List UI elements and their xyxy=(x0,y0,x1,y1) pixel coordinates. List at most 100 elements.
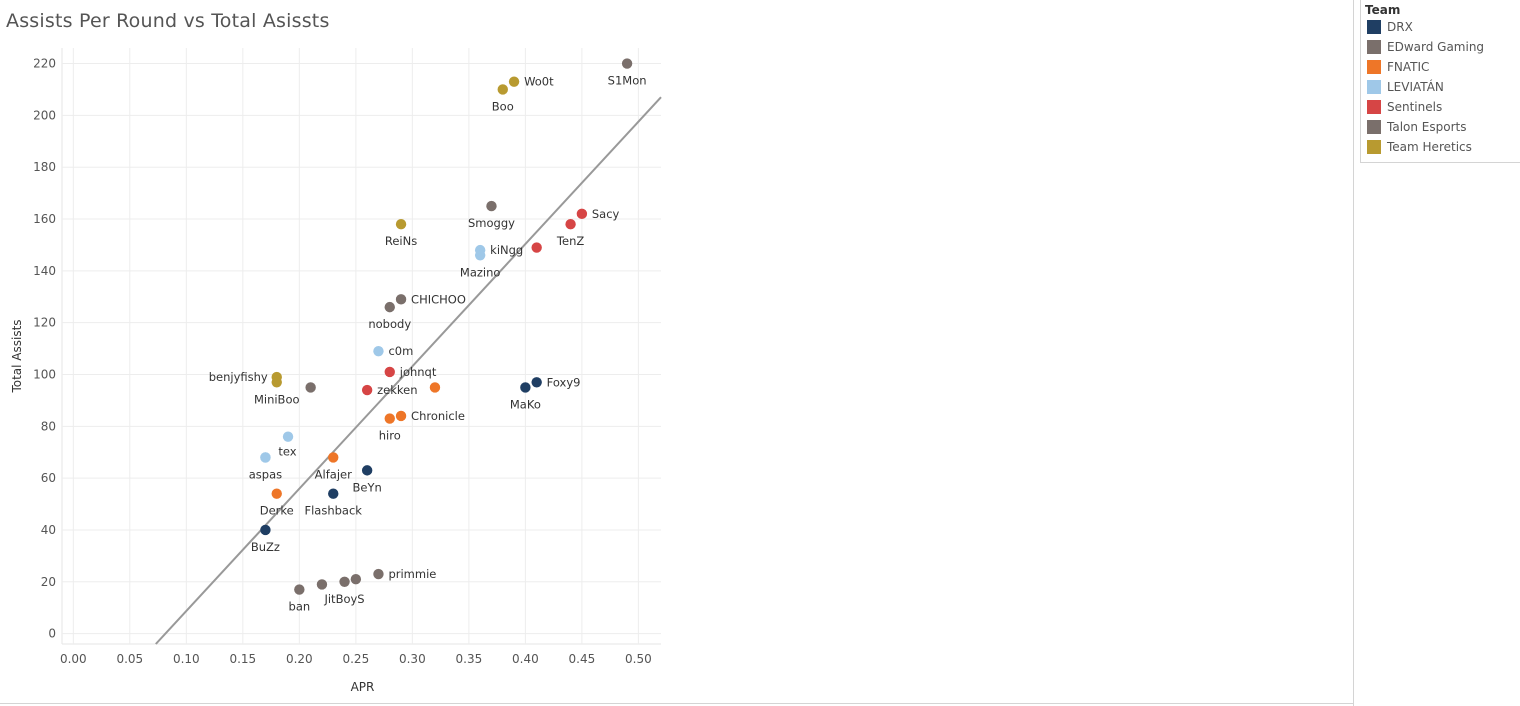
data-point[interactable] xyxy=(350,574,362,585)
point-label: primmie xyxy=(388,567,436,581)
point-label: S1Mon xyxy=(608,74,647,88)
y-tick-label: 0 xyxy=(48,627,56,641)
y-tick-label: 20 xyxy=(41,575,56,589)
y-axis-label: Total Assists xyxy=(10,319,24,393)
legend-swatch xyxy=(1367,100,1381,114)
legend-title: Team xyxy=(1365,3,1401,17)
x-tick-label: 0.10 xyxy=(173,652,200,666)
data-point[interactable] xyxy=(271,488,282,499)
data-point[interactable] xyxy=(305,382,316,393)
data-point[interactable] xyxy=(621,58,633,69)
data-point[interactable] xyxy=(339,576,350,588)
trend-line-group xyxy=(155,96,662,645)
x-axis-label: APR xyxy=(351,680,375,694)
data-point[interactable] xyxy=(271,377,282,388)
point-label: Flashback xyxy=(305,504,363,518)
y-tick-label: 160 xyxy=(33,212,56,226)
point-label: ban xyxy=(289,600,311,614)
legend-item[interactable]: Team Heretics xyxy=(1361,137,1520,157)
data-point[interactable] xyxy=(260,524,271,536)
x-tick-label: 0.25 xyxy=(342,652,369,666)
x-tick-label: 0.40 xyxy=(512,652,539,666)
point-label: Smoggy xyxy=(468,216,515,230)
point-label: Alfajer xyxy=(315,467,352,481)
y-tick-label: 60 xyxy=(41,471,56,485)
data-point[interactable] xyxy=(565,219,576,230)
data-point[interactable] xyxy=(282,431,294,442)
data-point[interactable] xyxy=(384,301,395,313)
legend-swatch xyxy=(1367,80,1381,94)
data-point[interactable] xyxy=(474,250,486,261)
point-label: Derke xyxy=(260,504,294,518)
legend-item[interactable]: Talon Esports xyxy=(1361,117,1520,137)
data-point[interactable] xyxy=(395,219,407,230)
data-point[interactable] xyxy=(395,410,407,422)
data-point[interactable] xyxy=(531,377,542,388)
legend-label: DRX xyxy=(1387,20,1413,34)
legend-swatch xyxy=(1367,40,1381,54)
data-point[interactable] xyxy=(395,294,407,305)
x-tick-label: 0.45 xyxy=(569,652,596,666)
point-label: c0m xyxy=(388,344,413,358)
point-label: kiNgg xyxy=(490,243,523,257)
point-label: aspas xyxy=(249,467,282,481)
data-point[interactable] xyxy=(531,242,542,253)
legend-item[interactable]: FNATIC xyxy=(1361,57,1520,77)
panel-divider xyxy=(1353,0,1354,706)
data-point[interactable] xyxy=(373,345,384,357)
point-label: MaKo xyxy=(510,397,541,411)
data-point[interactable] xyxy=(328,488,339,499)
x-tick-label: 0.20 xyxy=(286,652,313,666)
trend-line xyxy=(155,96,662,645)
data-point[interactable] xyxy=(316,579,328,590)
point-label: Foxy9 xyxy=(547,375,581,389)
y-tick-label: 180 xyxy=(33,160,56,174)
data-point[interactable] xyxy=(486,200,497,212)
data-point[interactable] xyxy=(520,382,531,393)
legend-swatch xyxy=(1367,20,1381,34)
point-label: MiniBoo xyxy=(254,392,300,406)
point-label: TenZ xyxy=(556,234,584,248)
point-label: CHICHOO xyxy=(411,292,466,306)
legend-label: Team Heretics xyxy=(1387,140,1472,154)
y-tick-label: 140 xyxy=(33,264,56,278)
data-point[interactable] xyxy=(508,76,520,87)
point-label: nobody xyxy=(368,317,411,331)
y-tick-label: 80 xyxy=(41,419,56,433)
point-label: Chronicle xyxy=(411,409,465,423)
point-label: zekken xyxy=(377,383,417,397)
x-tick-label: 0.15 xyxy=(229,652,256,666)
point-label: BeYn xyxy=(353,480,382,494)
legend-label: LEVIATÁN xyxy=(1387,80,1444,94)
data-point[interactable] xyxy=(384,366,395,378)
data-point[interactable] xyxy=(576,208,588,220)
point-label: tex xyxy=(278,444,296,458)
data-point[interactable] xyxy=(328,452,339,463)
data-point[interactable] xyxy=(429,382,441,393)
point-label: Boo xyxy=(492,99,514,113)
legend-swatch xyxy=(1367,140,1381,154)
data-point[interactable] xyxy=(384,413,395,424)
legend-item[interactable]: Sentinels xyxy=(1361,97,1520,117)
data-point[interactable] xyxy=(373,568,384,580)
point-label: Wo0t xyxy=(524,75,554,89)
data-point[interactable] xyxy=(361,465,373,476)
point-labels-group: S1Mon Wo0t Boo Smoggy Sacy TenZ ReiNs kiNgg Mazi… xyxy=(209,74,647,614)
legend-item[interactable]: LEVIATÁN xyxy=(1361,77,1520,97)
legend-label: Sentinels xyxy=(1387,100,1443,114)
data-point[interactable] xyxy=(260,452,271,463)
point-label: BuZz xyxy=(251,540,280,554)
data-point[interactable] xyxy=(294,584,305,595)
point-label: ReiNs xyxy=(385,234,417,248)
legend-item[interactable]: DRX xyxy=(1361,17,1520,37)
y-tick-label: 220 xyxy=(33,57,56,71)
x-tick-label: 0.35 xyxy=(456,652,483,666)
legend-swatch xyxy=(1367,120,1381,134)
legend-item[interactable]: EDward Gaming xyxy=(1361,37,1520,57)
y-tick-label: 40 xyxy=(41,523,56,537)
legend-label: EDward Gaming xyxy=(1387,40,1485,54)
data-point[interactable] xyxy=(497,84,508,95)
data-point[interactable] xyxy=(361,384,373,396)
legend-items: DRX EDward Gaming FNATIC LEVIATÁN Sentinels T… xyxy=(1361,17,1520,157)
legend-label: FNATIC xyxy=(1387,60,1430,74)
